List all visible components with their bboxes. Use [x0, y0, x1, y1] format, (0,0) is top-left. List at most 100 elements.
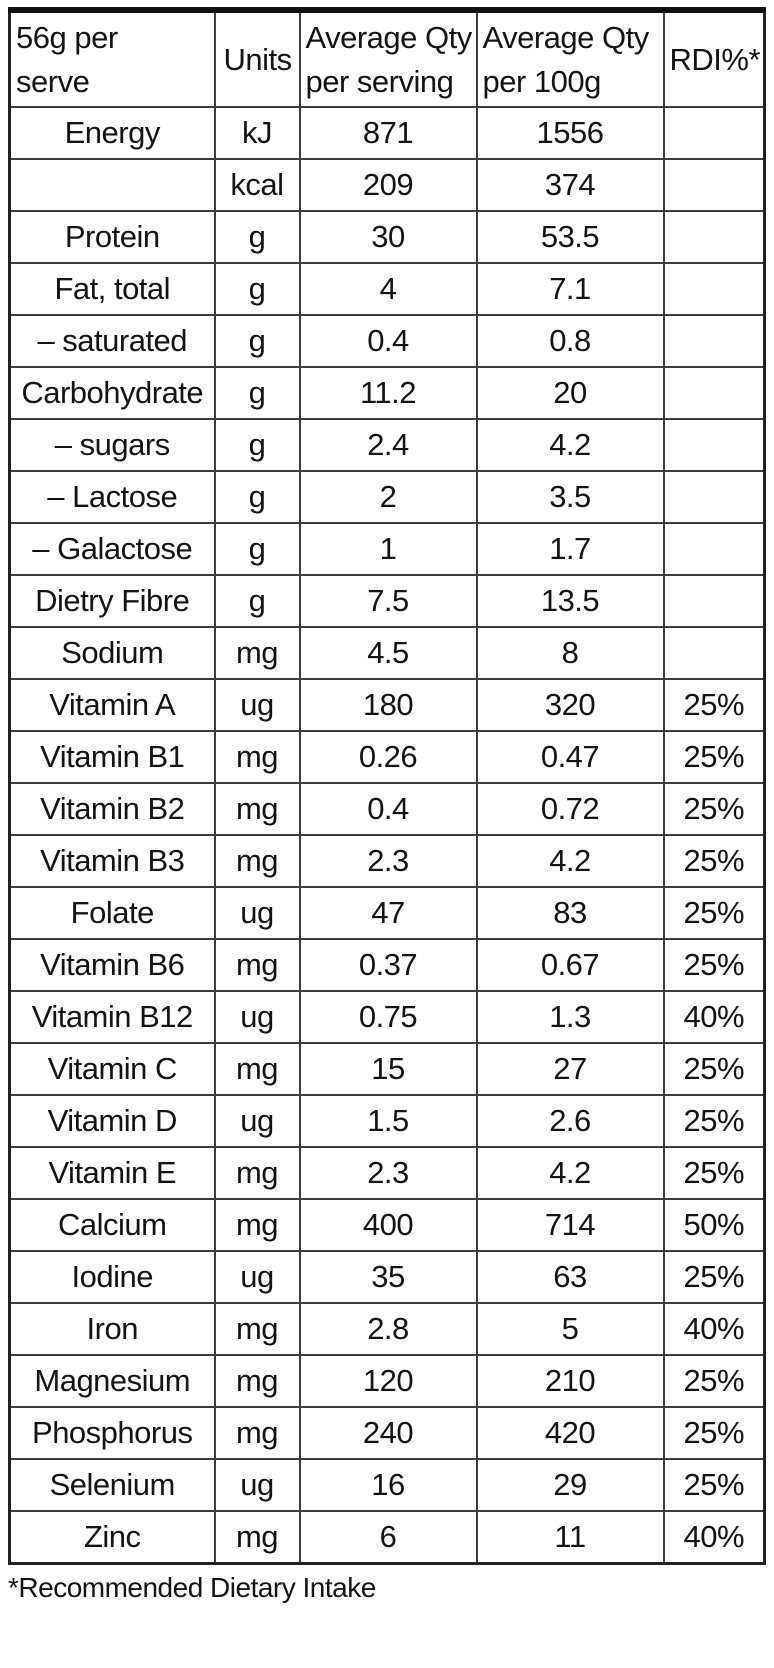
- nutrient-units: kJ: [213, 106, 301, 160]
- qty-per-serving: 16: [298, 1458, 478, 1512]
- rdi-percent: 25%: [662, 1250, 766, 1304]
- rdi-percent: [662, 574, 766, 628]
- qty-per-100g: 420: [475, 1406, 665, 1460]
- rdi-percent: [662, 418, 766, 472]
- header-per-serving-line1: Average Qty: [305, 20, 473, 56]
- table-row: Vitamin A ug 180 320 25%: [8, 678, 766, 732]
- nutrient-name: Iron: [8, 1302, 216, 1356]
- rdi-percent: 50%: [662, 1198, 766, 1252]
- nutrition-table: 56g per serve Units Average Qty per serv…: [8, 7, 766, 1565]
- qty-per-100g: 0.47: [475, 730, 665, 784]
- qty-per-serving: 0.4: [298, 782, 478, 836]
- nutrient-units: ug: [213, 1458, 301, 1512]
- nutrient-units: mg: [213, 730, 301, 784]
- table-row: Fat, total g 4 7.1: [8, 262, 766, 316]
- qty-per-100g: 3.5: [475, 470, 665, 524]
- qty-per-serving: 871: [298, 106, 478, 160]
- rdi-percent: 25%: [662, 1146, 766, 1200]
- nutrient-units: g: [213, 262, 301, 316]
- table-row: Vitamin B1 mg 0.26 0.47 25%: [8, 730, 766, 784]
- qty-per-serving: 1.5: [298, 1094, 478, 1148]
- nutrient-name: Protein: [8, 210, 216, 264]
- rdi-percent: 25%: [662, 834, 766, 888]
- nutrient-units: ug: [213, 990, 301, 1044]
- nutrient-name: – Galactose: [8, 522, 216, 576]
- qty-per-serving: 2.3: [298, 834, 478, 888]
- nutrient-name: Vitamin E: [8, 1146, 216, 1200]
- rdi-percent: [662, 262, 766, 316]
- nutrient-units: mg: [213, 1406, 301, 1460]
- qty-per-100g: 0.8: [475, 314, 665, 368]
- rdi-percent: 40%: [662, 990, 766, 1044]
- nutrient-name: – saturated: [8, 314, 216, 368]
- table-row: Energy kJ 871 1556: [8, 106, 766, 160]
- nutrient-name: Dietry Fibre: [8, 574, 216, 628]
- header-per-100g-line1: Average Qty: [482, 20, 650, 56]
- table-row: – Lactose g 2 3.5: [8, 470, 766, 524]
- rdi-percent: 25%: [662, 782, 766, 836]
- table-row: Calcium mg 400 714 50%: [8, 1198, 766, 1252]
- rdi-percent: [662, 314, 766, 368]
- rdi-percent: 25%: [662, 678, 766, 732]
- nutrient-name: Folate: [8, 886, 216, 940]
- header-per-100g: Average Qty per 100g: [475, 9, 665, 108]
- table-row: kcal 209 374: [8, 158, 766, 212]
- qty-per-100g: 63: [475, 1250, 665, 1304]
- nutrient-name: Calcium: [8, 1198, 216, 1252]
- nutrient-name: Carbohydrate: [8, 366, 216, 420]
- qty-per-100g: 4.2: [475, 418, 665, 472]
- table-row: Vitamin B3 mg 2.3 4.2 25%: [8, 834, 766, 888]
- rdi-percent: 25%: [662, 730, 766, 784]
- table-row: Iodine ug 35 63 25%: [8, 1250, 766, 1304]
- header-units: Units: [213, 9, 301, 108]
- nutrient-name: Vitamin B1: [8, 730, 216, 784]
- qty-per-serving: 15: [298, 1042, 478, 1096]
- nutrient-units: g: [213, 522, 301, 576]
- nutrient-units: mg: [213, 626, 301, 680]
- qty-per-100g: 0.67: [475, 938, 665, 992]
- rdi-percent: 25%: [662, 1458, 766, 1512]
- nutrient-name: Phosphorus: [8, 1406, 216, 1460]
- header-rdi-label: RDI%*: [669, 41, 761, 77]
- nutrient-name: Vitamin B6: [8, 938, 216, 992]
- header-per-100g-line2: per 100g: [482, 63, 602, 99]
- qty-per-serving: 209: [298, 158, 478, 212]
- qty-per-100g: 1556: [475, 106, 665, 160]
- nutrient-units: kcal: [213, 158, 301, 212]
- table-row: Magnesium mg 120 210 25%: [8, 1354, 766, 1408]
- qty-per-serving: 35: [298, 1250, 478, 1304]
- rdi-percent: [662, 210, 766, 264]
- rdi-percent: 25%: [662, 886, 766, 940]
- nutrient-units: mg: [213, 938, 301, 992]
- rdi-percent: [662, 522, 766, 576]
- table-row: Selenium ug 16 29 25%: [8, 1458, 766, 1512]
- table-row: Phosphorus mg 240 420 25%: [8, 1406, 766, 1460]
- table-row: Vitamin C mg 15 27 25%: [8, 1042, 766, 1096]
- qty-per-serving: 2.8: [298, 1302, 478, 1356]
- nutrient-units: mg: [213, 1146, 301, 1200]
- rdi-percent: [662, 626, 766, 680]
- qty-per-100g: 210: [475, 1354, 665, 1408]
- qty-per-100g: 29: [475, 1458, 665, 1512]
- qty-per-100g: 8: [475, 626, 665, 680]
- nutrient-name: – Lactose: [8, 470, 216, 524]
- qty-per-100g: 1.3: [475, 990, 665, 1044]
- table-row: Vitamin B12 ug 0.75 1.3 40%: [8, 990, 766, 1044]
- rdi-percent: 40%: [662, 1510, 766, 1564]
- qty-per-100g: 13.5: [475, 574, 665, 628]
- table-row: Carbohydrate g 11.2 20: [8, 366, 766, 420]
- header-serve-size-line2: serve: [16, 63, 90, 99]
- header-serve-size: 56g per serve: [8, 9, 216, 108]
- nutrient-name: Fat, total: [8, 262, 216, 316]
- nutrient-name: Iodine: [8, 1250, 216, 1304]
- nutrient-name: Vitamin D: [8, 1094, 216, 1148]
- header-row: 56g per serve Units Average Qty per serv…: [8, 9, 766, 108]
- qty-per-100g: 83: [475, 886, 665, 940]
- nutrient-name: Zinc: [8, 1510, 216, 1564]
- qty-per-serving: 2.3: [298, 1146, 478, 1200]
- nutrient-units: mg: [213, 1302, 301, 1356]
- rdi-percent: 25%: [662, 1406, 766, 1460]
- nutrient-name: – sugars: [8, 418, 216, 472]
- rdi-percent: 25%: [662, 938, 766, 992]
- nutrient-units: g: [213, 314, 301, 368]
